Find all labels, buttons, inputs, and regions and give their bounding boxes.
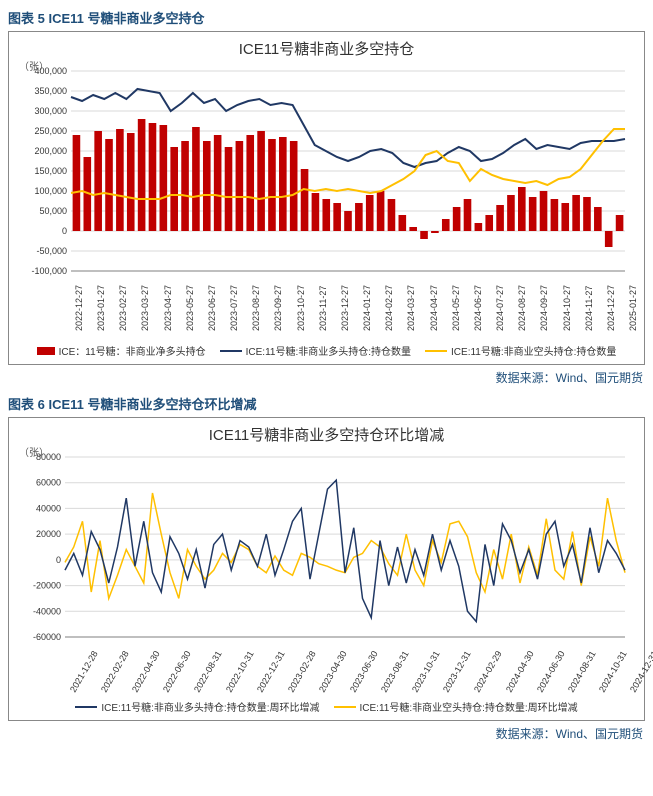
legend-short-wow: ICE:11号糖:非商业空头持仓:持仓数量:周环比增减: [334, 699, 578, 714]
svg-text:300,000: 300,000: [34, 106, 67, 116]
svg-text:200,000: 200,000: [34, 146, 67, 156]
legend-swatch-line: [75, 706, 97, 708]
chart2-plot: -60000-40000-20000020000400006000080000: [15, 447, 635, 647]
legend-label: ICE:11号糖:非商业空头持仓:持仓数量:周环比增减: [360, 699, 578, 714]
svg-text:20000: 20000: [36, 529, 61, 539]
legend-swatch-line: [334, 706, 356, 708]
svg-text:0: 0: [56, 555, 61, 565]
chart1-plot: -100,000 -50,000 0 50,000 100,000 150,000 200,…: [15, 61, 635, 281]
legend-swatch-line: [425, 350, 447, 352]
legend-swatch-bar: [37, 347, 55, 355]
chart2-yunit: （张）: [19, 444, 49, 459]
legend-long-wow: ICE:11号糖:非商业多头持仓:持仓数量:周环比增减: [75, 699, 319, 714]
legend-short-line: ICE:11号糖:非商业空头持仓:持仓数量: [425, 343, 616, 358]
chart2-legend: ICE:11号糖:非商业多头持仓:持仓数量:周环比增减 ICE:11号糖:非商业…: [15, 695, 638, 718]
svg-text:40000: 40000: [36, 503, 61, 513]
legend-label: ICE:11号糖:非商业多头持仓:持仓数量:周环比增减: [101, 699, 319, 714]
svg-text:0: 0: [62, 226, 67, 236]
chart1-container: ICE11号糖非商业多空持仓 （张） -100,000 -50,000 0 50,00…: [8, 31, 645, 365]
chart2-xlabels: 2021-12-282022-02-282022-04-302022-06-30…: [15, 647, 638, 695]
chart1-source: 数据来源：Wind、国元期货: [0, 369, 643, 386]
legend-label: ICE：11号糖：非商业净多头持仓: [59, 343, 206, 358]
svg-text:350,000: 350,000: [34, 86, 67, 96]
chart1-xlabels: 2022-12-272023-01-272023-02-272023-03-27…: [15, 281, 638, 339]
svg-text:60000: 60000: [36, 478, 61, 488]
chart1-legend: ICE：11号糖：非商业净多头持仓 ICE:11号糖:非商业多头持仓:持仓数量 …: [15, 339, 638, 362]
svg-text:150,000: 150,000: [34, 166, 67, 176]
legend-net-long: ICE：11号糖：非商业净多头持仓: [37, 343, 206, 358]
svg-text:-60000: -60000: [33, 632, 61, 642]
legend-label: ICE:11号糖:非商业多头持仓:持仓数量: [246, 343, 411, 358]
svg-text:-40000: -40000: [33, 606, 61, 616]
legend-label: ICE:11号糖:非商业空头持仓:持仓数量: [451, 343, 616, 358]
legend-long-line: ICE:11号糖:非商业多头持仓:持仓数量: [220, 343, 411, 358]
legend-swatch-line: [220, 350, 242, 352]
chart2-header: 图表 6 ICE11 号糖非商业多空持仓环比增减: [8, 394, 645, 413]
chart1-header: 图表 5 ICE11 号糖非商业多空持仓: [8, 8, 645, 27]
svg-text:-20000: -20000: [33, 581, 61, 591]
chart1-yunit: （张）: [19, 58, 49, 73]
svg-text:-50,000: -50,000: [36, 246, 67, 256]
svg-text:50,000: 50,000: [39, 206, 67, 216]
chart2-container: ICE11号糖非商业多空持仓环比增减 （张） -60000 -40000 -2000…: [8, 417, 645, 721]
svg-text:250,000: 250,000: [34, 126, 67, 136]
chart2-source: 数据来源：Wind、国元期货: [0, 725, 643, 742]
chart1-title: ICE11号糖非商业多空持仓: [15, 38, 638, 59]
chart2-title: ICE11号糖非商业多空持仓环比增减: [15, 424, 638, 445]
svg-text:100,000: 100,000: [34, 186, 67, 196]
svg-text:-100,000: -100,000: [31, 266, 67, 276]
